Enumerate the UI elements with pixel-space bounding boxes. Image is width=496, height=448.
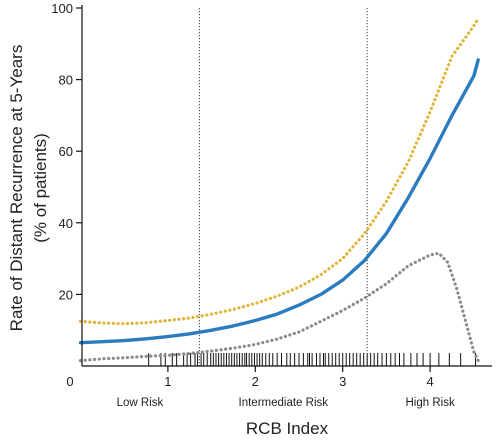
y-tick-label: 40 [59,216,73,231]
y-axis-title: Rate of Distant Recurrence at 5-Years (%… [7,45,50,332]
risk-zone-label: Low Risk [117,397,164,409]
x-tick-label: 3 [339,374,346,389]
risk-zone-label: High Risk [405,397,454,409]
x-tick-label: 1 [164,374,171,389]
risk-zone-labels: Low Risk Intermediate Risk High Risk [117,397,455,409]
series-line-2 [78,58,480,345]
y-axis-title-line-2: (% of patients) [31,133,50,243]
y-tick-label: 100 [51,1,73,16]
rug-plot [148,353,477,366]
y-axis-title-line-1: Rate of Distant Recurrence at 5-Years [7,45,26,332]
series-line-3 [78,251,480,363]
series-line-1 [78,17,480,326]
x-tick-labels: 0 1 2 3 4 [66,374,433,389]
y-tick-label: 20 [59,287,73,302]
axes [76,5,492,372]
y-tick-labels: 20 40 60 80 100 [51,1,73,302]
x-tick-label: 4 [426,374,433,389]
x-axis-title: RCB Index [246,419,329,438]
y-tick-label: 60 [59,144,73,159]
x-tick-label: 2 [252,374,259,389]
risk-zone-label: Intermediate Risk [239,397,329,409]
y-tick-label: 80 [59,73,73,88]
series-lines [78,17,480,363]
x-tick-label: 0 [66,374,73,389]
